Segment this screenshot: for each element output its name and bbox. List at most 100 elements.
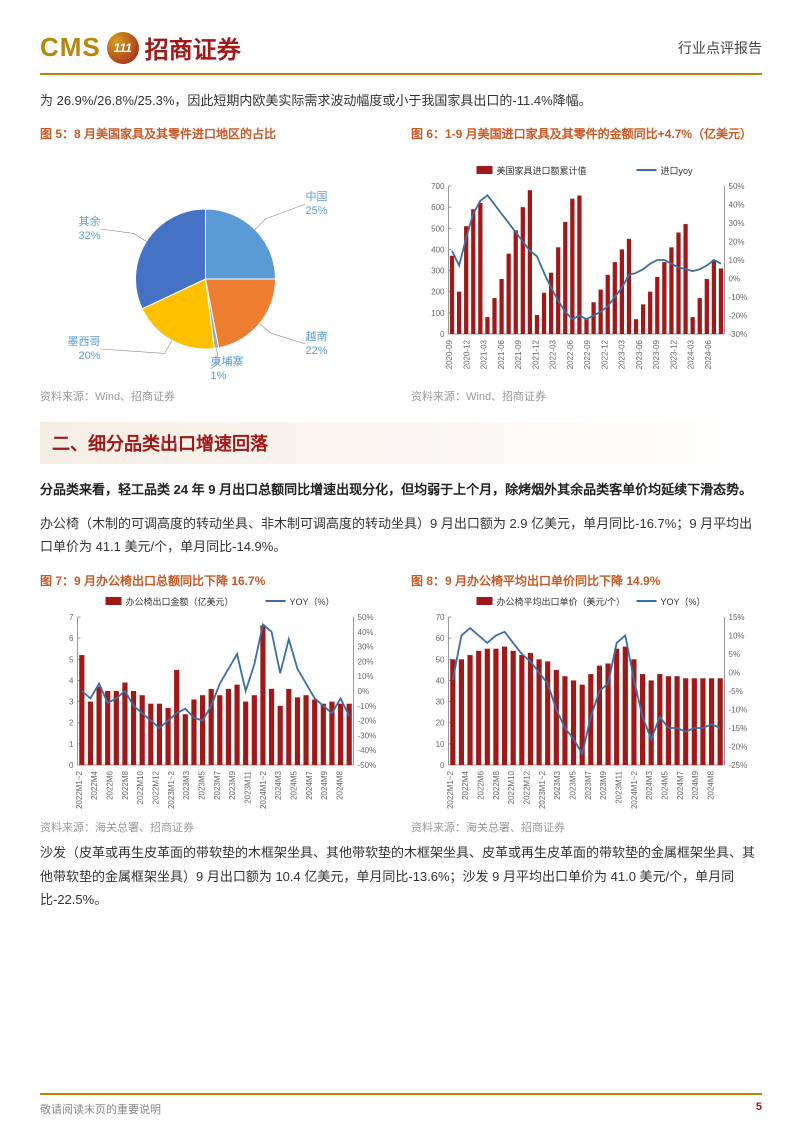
svg-text:0: 0 — [69, 761, 74, 770]
fig8-column: 图 8：9 月办公椅平均出口单价同比下降 14.9% 办公椅平均出口单价（美元/… — [411, 573, 762, 836]
logo-icon: 111 — [107, 32, 139, 64]
svg-text:2022M4: 2022M4 — [461, 771, 470, 800]
svg-text:2024M3: 2024M3 — [645, 771, 654, 800]
report-type: 行业点评报告 — [678, 38, 762, 58]
svg-text:2022M8: 2022M8 — [121, 771, 130, 800]
svg-text:-50%: -50% — [358, 761, 377, 770]
svg-text:YOY（%）: YOY（%） — [290, 597, 335, 607]
svg-text:2023-03: 2023-03 — [618, 340, 627, 370]
svg-text:2021-03: 2021-03 — [480, 340, 489, 370]
svg-text:2023M1~2: 2023M1~2 — [167, 771, 176, 810]
svg-text:2023M5: 2023M5 — [197, 771, 206, 800]
svg-text:0: 0 — [440, 761, 445, 770]
fig8-title: 图 8：9 月办公椅平均出口单价同比下降 14.9% — [411, 573, 762, 590]
fig5-source: 资料来源：Wind、招商证券 — [40, 388, 391, 404]
svg-text:-20%: -20% — [729, 743, 748, 752]
header-divider — [40, 73, 762, 75]
page-number: 5 — [756, 1101, 762, 1117]
svg-text:200: 200 — [431, 288, 445, 297]
company-name: 招商证券 — [145, 30, 241, 65]
svg-text:2: 2 — [69, 719, 74, 728]
fig5-title: 图 5：8 月美国家具及其零件进口地区的占比 — [40, 126, 391, 158]
svg-text:70: 70 — [436, 613, 445, 622]
section2-para1: 办公椅（木制的可调高度的转动坐具、非木制可调高度的转动坐具）9 月出口额为 2.… — [40, 512, 762, 559]
svg-text:办公椅平均出口单价（美元/个）: 办公椅平均出口单价（美元/个） — [497, 596, 626, 607]
svg-text:进口yoy: 进口yoy — [661, 166, 694, 176]
svg-text:-10%: -10% — [729, 293, 748, 302]
svg-text:10%: 10% — [729, 632, 745, 641]
svg-text:60: 60 — [436, 635, 445, 644]
svg-text:30%: 30% — [358, 643, 374, 652]
svg-text:2023M3: 2023M3 — [553, 771, 562, 800]
fig6-column: 图 6：1-9 月美国进口家具及其零件的金额同比+4.7%（亿美元） 美国家具进… — [411, 126, 762, 404]
svg-text:400: 400 — [431, 246, 445, 255]
svg-text:2022M8: 2022M8 — [492, 771, 501, 800]
svg-text:22%: 22% — [306, 345, 328, 357]
svg-text:10%: 10% — [729, 256, 745, 265]
fig5-column: 图 5：8 月美国家具及其零件进口地区的占比 中国25%越南22%柬埔寨1%墨西… — [40, 126, 391, 404]
page-footer: 敬请阅读末页的重要说明 5 — [40, 1093, 762, 1117]
svg-text:2021-09: 2021-09 — [514, 340, 523, 370]
svg-text:2023M11: 2023M11 — [243, 771, 252, 804]
logo-area: CMS 111 招商证券 — [40, 30, 241, 65]
svg-text:2023M7: 2023M7 — [213, 771, 222, 800]
intro-paragraph: 为 26.9%/26.8%/25.3%，因此短期内欧美实际需求波动幅度或小于我国… — [40, 89, 762, 112]
svg-text:美国家具进口额累计值: 美国家具进口额累计值 — [497, 165, 587, 176]
svg-text:2024M7: 2024M7 — [676, 771, 685, 800]
svg-text:2024M1~2: 2024M1~2 — [630, 771, 639, 810]
svg-text:20%: 20% — [358, 658, 374, 667]
svg-text:办公椅出口金额（亿美元）: 办公椅出口金额（亿美元） — [126, 596, 234, 607]
svg-text:-30%: -30% — [729, 330, 748, 339]
svg-text:2020-09: 2020-09 — [445, 340, 454, 370]
svg-text:越南: 越南 — [306, 329, 328, 343]
svg-text:2022M1~2: 2022M1~2 — [75, 771, 84, 810]
svg-text:3: 3 — [69, 698, 74, 707]
svg-text:2023M9: 2023M9 — [228, 771, 237, 800]
charts-row-2: 图 7：9 月办公椅出口总额同比下降 16.7% 办公椅出口金额（亿美元） YOY… — [40, 573, 762, 836]
svg-text:2023M7: 2023M7 — [584, 771, 593, 800]
svg-text:10: 10 — [436, 740, 445, 749]
svg-text:20: 20 — [436, 719, 445, 728]
svg-text:50%: 50% — [729, 182, 745, 191]
svg-text:-10%: -10% — [358, 702, 377, 711]
svg-text:-15%: -15% — [729, 724, 748, 733]
svg-text:0%: 0% — [729, 669, 741, 678]
svg-text:-30%: -30% — [358, 732, 377, 741]
svg-text:墨西哥: 墨西哥 — [68, 335, 101, 348]
svg-text:10%: 10% — [358, 673, 374, 682]
svg-text:2023-06: 2023-06 — [635, 340, 644, 370]
svg-text:2024-06: 2024-06 — [704, 340, 713, 370]
svg-text:25%: 25% — [306, 205, 328, 217]
svg-text:20%: 20% — [78, 350, 100, 362]
fig6-source: 资料来源：Wind、招商证券 — [411, 388, 762, 404]
svg-text:2023M9: 2023M9 — [599, 771, 608, 800]
charts-row-1: 图 5：8 月美国家具及其零件进口地区的占比 中国25%越南22%柬埔寨1%墨西… — [40, 126, 762, 404]
svg-text:2024M8: 2024M8 — [706, 771, 715, 800]
svg-text:2022M12: 2022M12 — [151, 771, 160, 805]
svg-text:30: 30 — [436, 698, 445, 707]
fig7-title: 图 7：9 月办公椅出口总额同比下降 16.7% — [40, 573, 391, 590]
svg-text:2022M1~2: 2022M1~2 — [446, 771, 455, 810]
svg-text:2024M8: 2024M8 — [335, 771, 344, 800]
svg-text:2024M1~2: 2024M1~2 — [259, 771, 268, 810]
svg-text:-20%: -20% — [358, 717, 377, 726]
fig7-source: 资料来源：海关总署、招商证券 — [40, 819, 391, 835]
svg-text:YOY（%）: YOY（%） — [661, 597, 706, 607]
svg-text:20%: 20% — [729, 238, 745, 247]
svg-text:600: 600 — [431, 204, 445, 213]
svg-text:2022-06: 2022-06 — [566, 340, 575, 370]
fig8-source: 资料来源：海关总署、招商证券 — [411, 819, 762, 835]
svg-text:30%: 30% — [729, 219, 745, 228]
svg-text:2023-09: 2023-09 — [652, 340, 661, 370]
svg-text:2022M10: 2022M10 — [507, 771, 516, 805]
svg-text:2022M4: 2022M4 — [90, 771, 99, 800]
fig7-chart: 办公椅出口金额（亿美元）YOY（%）01234567-50%-40%-30%-2… — [40, 595, 391, 815]
svg-text:2021-12: 2021-12 — [531, 340, 540, 370]
svg-text:中国: 中国 — [306, 190, 328, 203]
svg-text:-20%: -20% — [729, 312, 748, 321]
svg-text:2023M11: 2023M11 — [614, 771, 623, 804]
svg-text:-10%: -10% — [729, 706, 748, 715]
svg-text:柬埔寨: 柬埔寨 — [211, 354, 244, 368]
svg-text:15%: 15% — [729, 613, 745, 622]
svg-text:2023M1~2: 2023M1~2 — [538, 771, 547, 810]
